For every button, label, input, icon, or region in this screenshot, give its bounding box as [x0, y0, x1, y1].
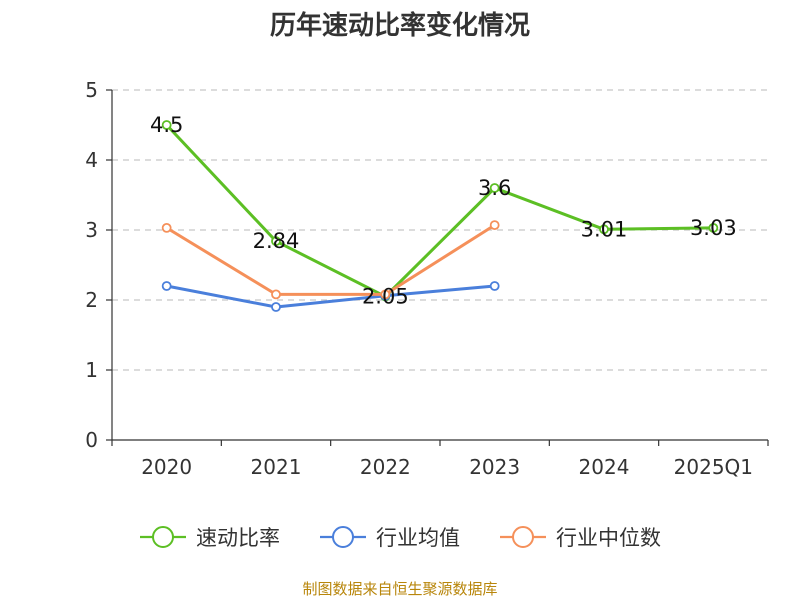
- data-point: [489, 220, 500, 231]
- series-1: [161, 120, 719, 302]
- axes: 0 1 2 3 4 5 2020 2021 2022 2023 2024 2025Q1: [85, 78, 769, 479]
- legend-item-1[interactable]: 速动比率: [140, 526, 280, 550]
- x-tick-label: 2023: [469, 455, 520, 479]
- legend[interactable]: 速动比率 行业均值 行业中位数: [140, 526, 661, 550]
- y-tick-label: 0: [85, 428, 98, 452]
- data-point: [708, 222, 719, 233]
- data-labels: 4.5 2.84 2.05 3.6 3.01 3.03: [150, 113, 737, 309]
- series-3: [161, 220, 500, 300]
- data-point: [489, 281, 500, 291]
- legend-item-3[interactable]: 行业中位数: [500, 526, 661, 550]
- y-tick-label: 1: [85, 358, 98, 382]
- source-note: 制图数据来自恒生聚源数据库: [302, 580, 497, 598]
- chart-title: 历年速动比率变化情况: [270, 10, 530, 41]
- y-tick-label: 3: [85, 218, 98, 242]
- grid-lines: [112, 89, 768, 371]
- x-tick-label: 2025Q1: [674, 455, 753, 479]
- legend-label: 行业均值: [376, 526, 460, 550]
- legend-marker-icon: [152, 526, 174, 548]
- data-label: 4.5: [150, 113, 183, 137]
- data-label: 2.05: [362, 285, 409, 309]
- legend-item-2[interactable]: 行业均值: [320, 526, 460, 550]
- series-2: [161, 281, 500, 312]
- data-label: 3.01: [581, 217, 628, 241]
- x-tick-label: 2020: [141, 455, 192, 479]
- legend-label: 速动比率: [196, 526, 280, 550]
- legend-marker-icon: [332, 526, 354, 548]
- data-point: [380, 289, 391, 300]
- y-tick-label: 4: [85, 148, 98, 172]
- data-point: [271, 236, 281, 247]
- data-label: 3.6: [478, 176, 511, 200]
- data-point: [599, 224, 609, 235]
- series-line: [165, 223, 496, 296]
- data-point: [161, 120, 172, 130]
- x-tick-label: 2021: [251, 455, 302, 479]
- data-label: 3.03: [690, 216, 737, 240]
- data-point: [271, 302, 281, 312]
- x-tick-label: 2024: [579, 455, 630, 479]
- series-line: [165, 123, 714, 298]
- x-tick-label: 2022: [360, 455, 411, 479]
- data-point: [489, 183, 500, 193]
- data-point: [161, 222, 172, 233]
- y-tick-label: 2: [85, 288, 98, 312]
- legend-marker-icon: [512, 526, 534, 548]
- series-line: [166, 284, 495, 309]
- data-point: [271, 289, 281, 300]
- legend-label: 行业中位数: [556, 526, 661, 550]
- data-label: 2.84: [253, 229, 300, 253]
- data-point: [161, 281, 172, 291]
- y-tick-label: 5: [85, 78, 98, 102]
- series-layer: [161, 120, 719, 312]
